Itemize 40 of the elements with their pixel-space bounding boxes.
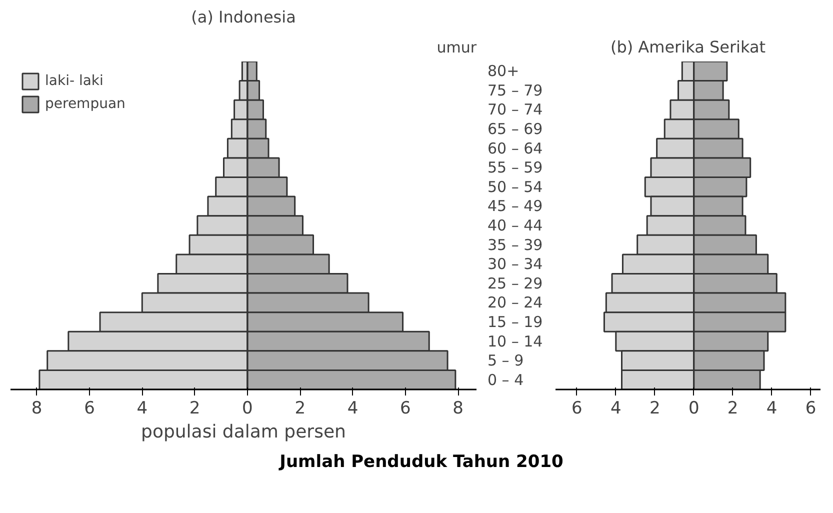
legend-label: laki- laki [45,73,104,89]
y-tick-label: 15 – 19 [488,312,543,331]
y-tick-label: 5 – 9 [488,352,524,370]
x-tick-label: 8 [31,398,42,418]
y-tick-label: 75 – 79 [488,81,543,100]
x-tick-label: 8 [452,398,464,418]
y-tick-label: 20 – 24 [488,294,543,312]
x-tick-label: 4 [766,398,778,418]
y-tick-label: 45 – 49 [488,197,543,216]
x-tick-label: 4 [610,398,622,418]
x-tick-label: 6 [84,398,95,418]
y-tick-label: 10 – 14 [488,332,543,350]
y-tick-label: 80+ [488,62,520,80]
y-tick-label: 70 – 74 [488,100,543,119]
y-tick-label: 30 – 34 [488,255,543,274]
y-tick-label: 25 – 29 [488,274,543,292]
y-axis-title: umur [436,38,478,56]
y-tick-label: 60 – 64 [488,139,543,158]
legend-label: perempuan [45,96,126,112]
x-tick-label: 4 [347,398,358,418]
x-tick-label: 2 [294,398,306,418]
chart-title: (b) Amerika Serikat [610,38,766,56]
x-tick-label: 2 [649,398,660,418]
x-tick-label: 6 [572,398,582,418]
x-axis-title: populasi dalam persen [141,422,346,442]
x-tick-label: 4 [136,398,148,418]
y-tick-label: 35 – 39 [488,236,543,254]
x-tick-label: 2 [727,398,738,418]
y-tick-label: 65 – 69 [488,120,543,138]
chart-title: (a) Indonesia [191,8,296,26]
x-tick-label: 6 [805,398,816,418]
y-tick-label: 50 – 54 [488,178,543,196]
y-tick-label: 40 – 44 [488,216,543,234]
x-tick-label: 0 [242,398,253,418]
y-tick-label: 0 – 4 [488,370,524,389]
text: Jumlah Penduduk Tahun 2010 [280,451,564,474]
y-tick-label: 55 – 59 [488,158,543,177]
x-tick-label: 2 [189,398,200,418]
x-tick-label: 6 [400,398,411,418]
x-tick-label: 0 [688,398,700,418]
